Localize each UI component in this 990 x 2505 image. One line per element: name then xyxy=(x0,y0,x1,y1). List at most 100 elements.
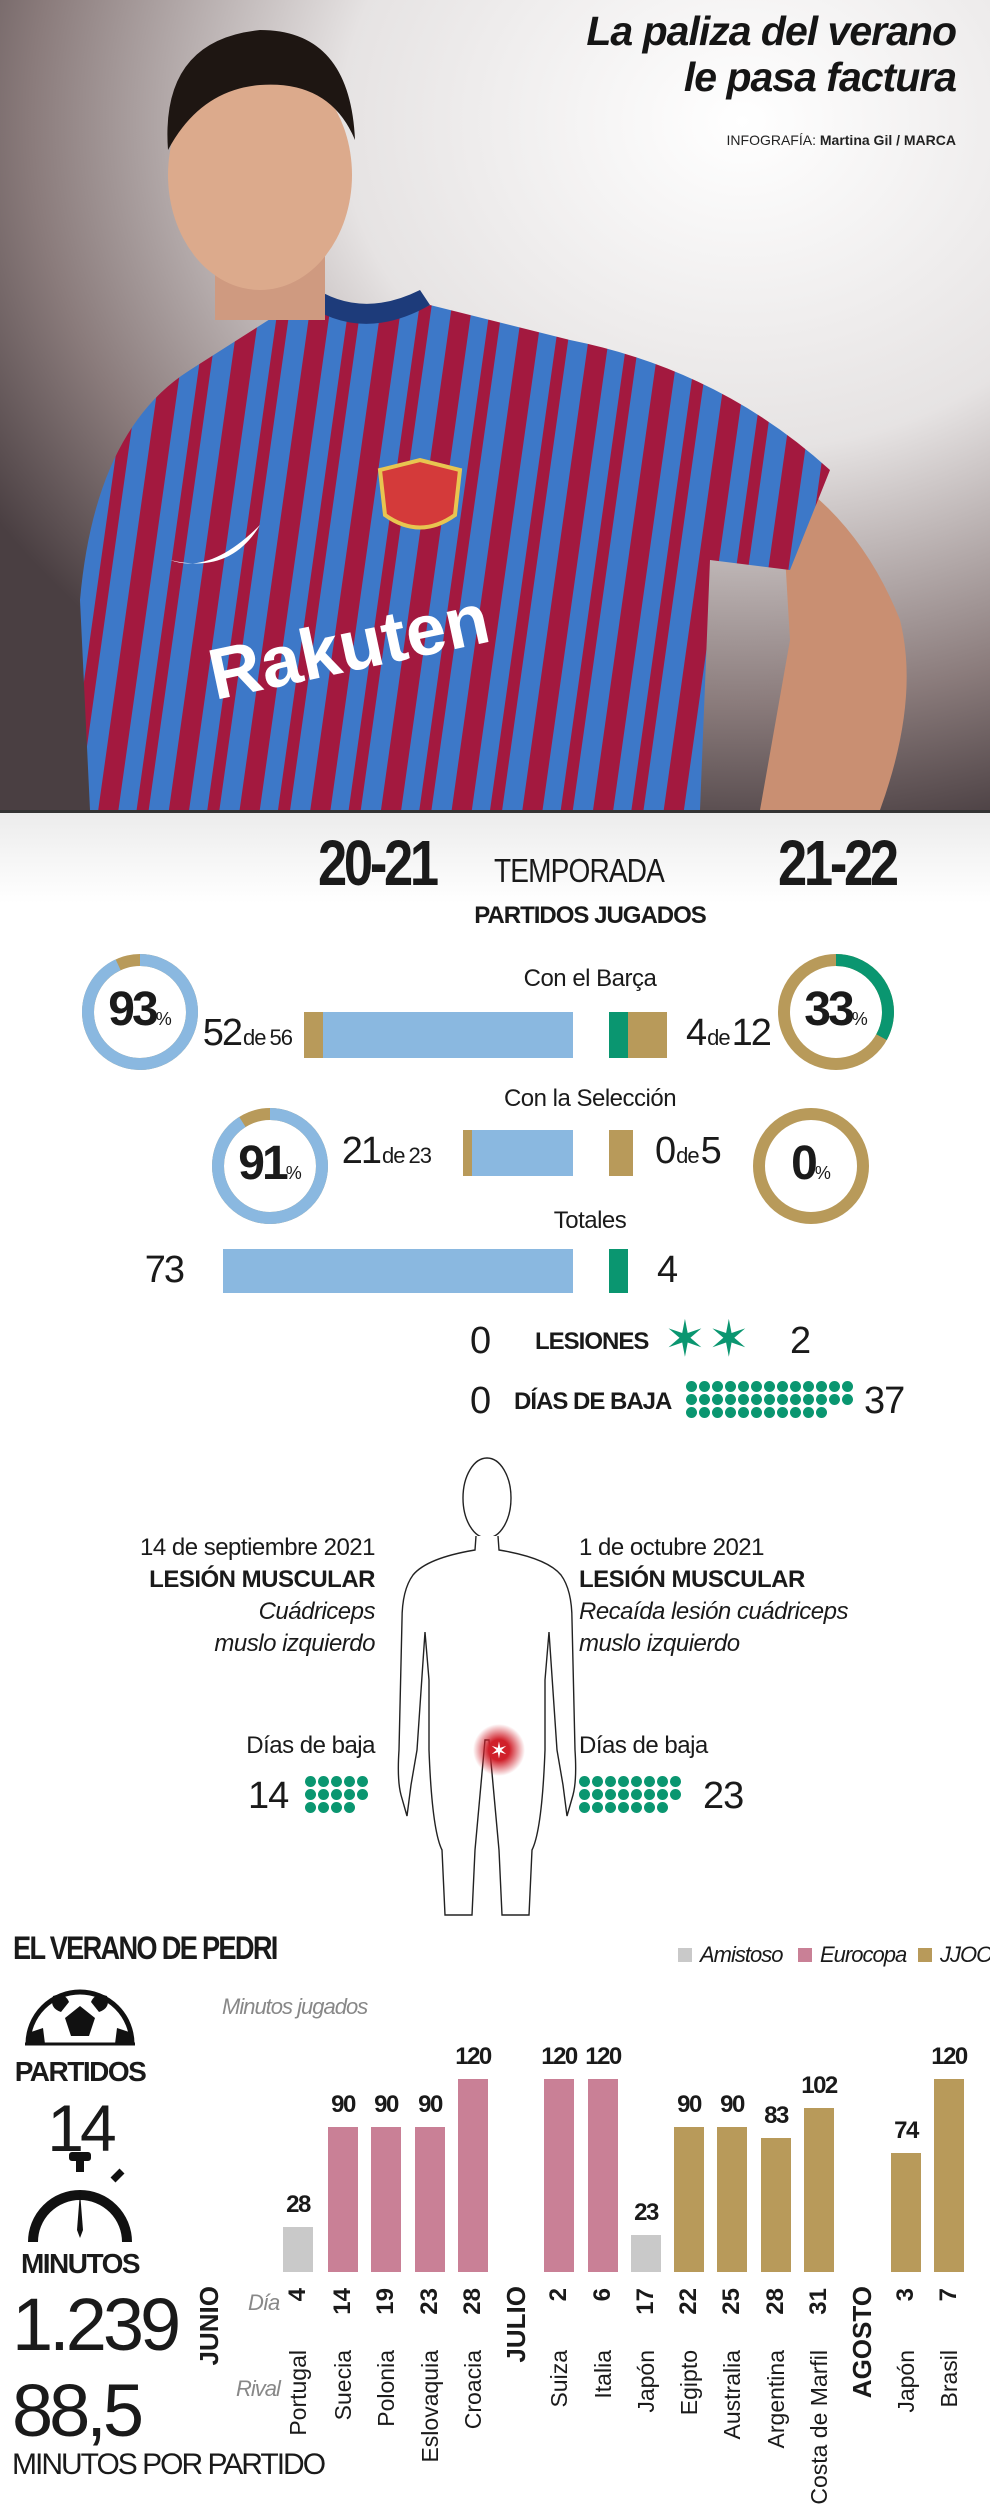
rival-label: Japón xyxy=(633,2350,659,2413)
media-value: 88,5 xyxy=(12,2369,144,2452)
day-dot xyxy=(357,1776,368,1787)
day-dot xyxy=(344,1802,355,1813)
day-dot xyxy=(751,1394,762,1405)
day-dot xyxy=(305,1789,316,1800)
media-label: MINUTOS POR PARTIDO xyxy=(12,2448,326,2481)
day-dot xyxy=(803,1407,814,1418)
bar-suiza xyxy=(544,2078,574,2272)
day-dot xyxy=(579,1789,590,1800)
row-label-totales: Totales xyxy=(553,1207,627,1234)
section-subtitle: PARTIDOS JUGADOS xyxy=(474,902,707,929)
day-dot xyxy=(318,1789,329,1800)
rival-label: Japón xyxy=(893,2350,919,2413)
day-dot xyxy=(764,1381,775,1392)
day-dot xyxy=(738,1407,749,1418)
day-dot xyxy=(777,1394,788,1405)
bar-value-label: 90 xyxy=(331,2091,356,2119)
day-dot xyxy=(712,1394,723,1405)
day-label: 14 xyxy=(329,2288,356,2315)
day-dot xyxy=(618,1789,629,1800)
day-dot xyxy=(751,1407,762,1418)
bar-value-label: 23 xyxy=(634,2198,659,2226)
day-label: 17 xyxy=(632,2288,659,2315)
day-dot xyxy=(764,1407,775,1418)
minutos-label: MINUTOS xyxy=(20,2248,141,2279)
day-dot xyxy=(738,1381,749,1392)
injury-stars: ✶ ✶ xyxy=(664,1314,750,1364)
bar-costa-de-marfil xyxy=(804,2107,834,2272)
rival-label: Italia xyxy=(590,2350,616,2399)
bar-value-label: 90 xyxy=(720,2091,745,2119)
donut-seleccion-2021 xyxy=(212,1108,328,1224)
day-dot xyxy=(331,1789,342,1800)
day-dot xyxy=(842,1394,853,1405)
day-dot xyxy=(644,1789,655,1800)
row-label-barca: Con el Barça xyxy=(523,965,657,992)
bar-portugal xyxy=(283,2226,313,2272)
count-barca-2021: 52de 56 xyxy=(202,1012,293,1054)
donut-played-arc xyxy=(212,1108,328,1224)
pct-barca-2021: 93% xyxy=(108,983,172,1036)
club-crest-icon xyxy=(377,457,463,530)
bar-croacia xyxy=(458,2078,488,2272)
bar-barca-2021 xyxy=(304,1012,573,1058)
day-dot xyxy=(644,1802,655,1813)
day-dot xyxy=(657,1776,668,1787)
month-agosto: AGOSTO xyxy=(847,2286,877,2399)
bar-value-label: 102 xyxy=(801,2071,838,2099)
days-out-2122: 37 xyxy=(864,1380,905,1422)
bar-value-label: 28 xyxy=(286,2190,311,2218)
pct-seleccion-2122: 0% xyxy=(791,1137,831,1190)
day-dot xyxy=(686,1394,697,1405)
rival-label: Suiza xyxy=(546,2350,572,2408)
bar-value-label: 120 xyxy=(585,2042,622,2070)
day-dot xyxy=(764,1394,775,1405)
injury-2-days-label: Días de baja xyxy=(579,1732,708,1759)
day-dot xyxy=(305,1776,316,1787)
day-dot xyxy=(816,1381,827,1392)
day-dot xyxy=(829,1394,840,1405)
bar-value-label: 90 xyxy=(677,2091,702,2119)
day-label: 3 xyxy=(892,2288,919,2302)
bar-suecia xyxy=(328,2127,358,2272)
days-out-2021: 0 xyxy=(470,1380,491,1422)
bar-value-label: 74 xyxy=(894,2116,919,2144)
pct-barca-2122: 33% xyxy=(804,983,868,1036)
day-dot xyxy=(738,1394,749,1405)
days-out-label: DÍAS DE BAJA xyxy=(514,1388,672,1415)
day-dot xyxy=(699,1394,710,1405)
star-icon: ✶ xyxy=(707,1311,750,1367)
donut-missed-arc xyxy=(753,1108,869,1224)
injury-1: 14 de septiembre 2021 LESIÓN MUSCULAR Cuád… xyxy=(139,1534,376,1657)
day-dot xyxy=(829,1381,840,1392)
day-dot xyxy=(331,1776,342,1787)
player-photo: Rakuten xyxy=(0,0,990,810)
day-label: 22 xyxy=(675,2288,702,2315)
rival-label: Egipto xyxy=(676,2350,702,2416)
injury-1-days: 14 xyxy=(248,1775,289,1817)
count-barca-2122: 4de12 xyxy=(686,1012,772,1054)
day-dot xyxy=(816,1407,827,1418)
legend-amistoso: Amistoso xyxy=(678,1942,783,1968)
day-dot xyxy=(344,1789,355,1800)
month-junio: JUNIO xyxy=(194,2286,224,2366)
bar-japón xyxy=(631,2234,661,2272)
bar-segment-played xyxy=(323,1012,573,1058)
day-dot xyxy=(657,1789,668,1800)
day-dot xyxy=(790,1394,801,1405)
day-label: 2 xyxy=(545,2288,572,2302)
rival-label: Eslovaquia xyxy=(417,2350,443,2463)
bar-value-label: 90 xyxy=(418,2091,443,2119)
injuries-label: LESIONES xyxy=(535,1328,649,1355)
donut-barca-2021 xyxy=(82,954,198,1070)
day-label: 28 xyxy=(459,2288,486,2315)
day-dot xyxy=(318,1802,329,1813)
total-2122: 4 xyxy=(657,1249,678,1291)
y-axis-label: Minutos jugados xyxy=(222,1994,368,2019)
injury-1-dots xyxy=(305,1776,368,1813)
rival-row-label: Rival xyxy=(236,2376,281,2401)
bar-segment-played xyxy=(222,1249,573,1293)
injuries-2021: 0 xyxy=(470,1320,491,1362)
bar-egipto xyxy=(674,2127,704,2272)
bar-segment-played xyxy=(472,1130,573,1176)
